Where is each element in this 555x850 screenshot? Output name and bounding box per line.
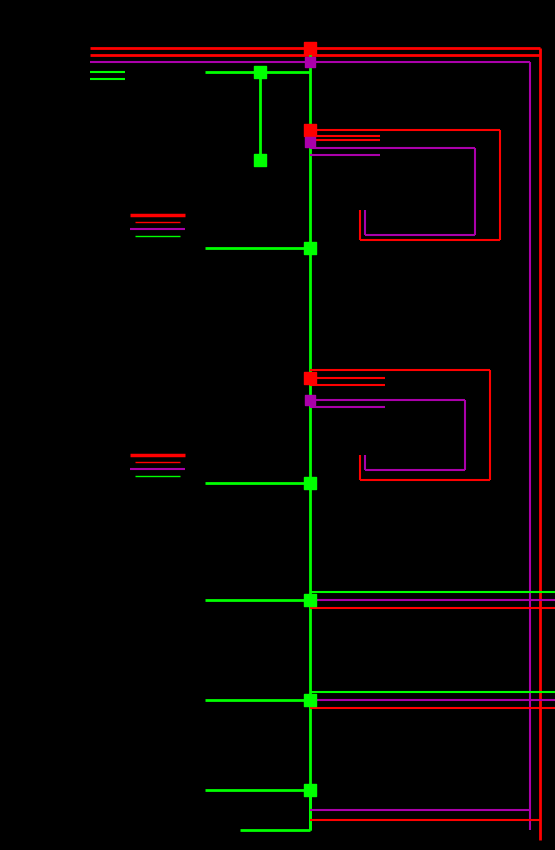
Point <box>306 41 315 54</box>
Point <box>306 476 315 490</box>
Point <box>306 135 315 149</box>
Point <box>306 593 315 607</box>
Point <box>255 65 264 79</box>
Point <box>306 694 315 707</box>
Point <box>255 153 264 167</box>
Point <box>306 55 315 69</box>
Point <box>306 241 315 255</box>
Point <box>306 123 315 137</box>
Point <box>306 783 315 796</box>
Point <box>306 394 315 407</box>
Point <box>306 371 315 385</box>
